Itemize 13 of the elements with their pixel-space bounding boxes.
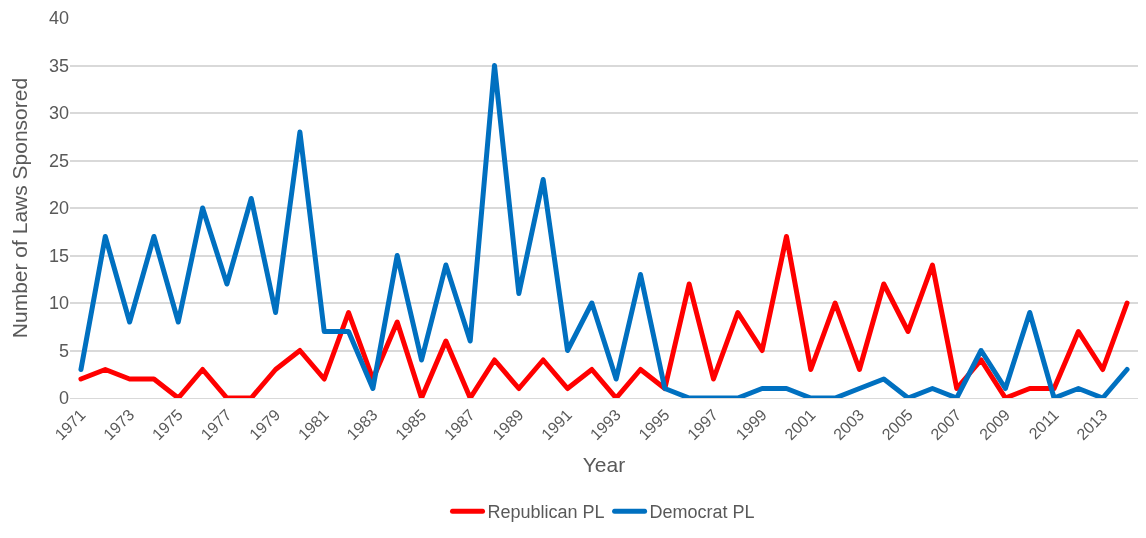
y-tick-label: 0	[58, 388, 69, 409]
y-axis-title: Number of Laws Sponsored	[8, 77, 32, 339]
y-tick-label: 10	[48, 293, 69, 314]
x-axis-title: Year	[582, 453, 626, 477]
y-tick-label: 25	[48, 150, 69, 171]
legend-label: Democrat PL	[649, 502, 755, 523]
legend-label: Republican PL	[487, 502, 605, 523]
y-tick-label: 20	[48, 198, 69, 219]
y-tick-label: 40	[48, 8, 69, 29]
y-tick-label: 15	[48, 245, 69, 266]
y-tick-label: 30	[48, 103, 69, 124]
y-tick-label: 35	[48, 55, 69, 76]
y-tick-label: 5	[58, 340, 69, 361]
